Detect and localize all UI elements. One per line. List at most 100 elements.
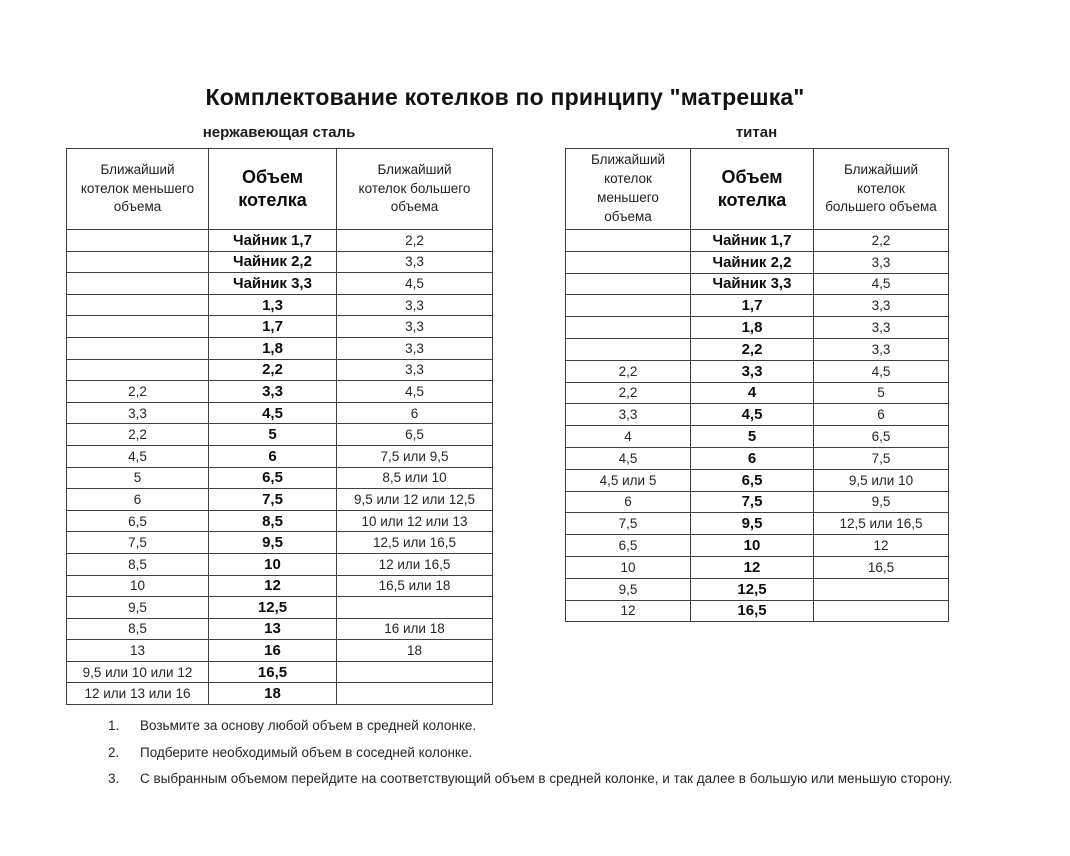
table-cell [565,229,691,252]
table-cell [565,272,691,296]
table-cell: 16 или 18 [336,617,493,641]
titan-table: Ближайший котелок меньшего объема Объем … [565,148,949,623]
table-row: 9,5 или 10 или 12 16,5 [66,660,493,684]
table-row: 7,5 9,5 12,5 или 16,5 [66,531,493,554]
table-cell: 4,5 [813,359,949,383]
table-cell: 9,5 [813,490,949,514]
table-cell [565,294,691,318]
table-cell: 4,5 [66,444,209,468]
header-pot-volume: Объем котелка [690,148,814,230]
table-row: 1,8 3,3 [565,316,949,339]
table-cell: 10 [208,552,337,576]
table-cell: 4,5 [565,446,691,470]
table-row: Чайник 2,2 3,3 [565,250,949,274]
table-cell: 13 [66,639,209,662]
table-row: 9,5 12,5 [66,596,493,619]
table-cell: 6,5 [690,468,814,492]
table-cell: 6,5 [66,509,209,533]
table-cell: 12,5 [690,577,814,601]
table-cell: 5 [66,466,209,490]
table-row: 1,7 3,3 [565,294,949,318]
table-cell: 6 [336,401,493,425]
table-cell: 2,2 [565,359,691,383]
table-cell: 7,5 [565,512,691,536]
table-cell: 12 [208,574,337,598]
table-cell: 4,5 [208,401,337,425]
header-larger-pot: Ближайший котелок большего объема [336,148,493,230]
table-row: 1,3 3,3 [66,293,493,317]
table-cell: 2,2 [336,229,493,252]
table-cell: 1,7 [208,315,337,338]
table-cell: 3,3 [565,403,691,427]
table-cell: Чайник 2,2 [208,250,337,274]
table-cell: 12,5 или 16,5 [336,531,493,554]
header-pot-volume: Объем котелка [208,148,337,230]
table-cell: 12 или 13 или 16 [66,682,209,706]
table-row: 4,5 6 7,5 [565,446,949,470]
table-cell: 6,5 [336,423,493,446]
table-row: 3,3 4,5 6 [66,401,493,425]
table-cell: 8,5 [66,617,209,641]
table-cell: 2,2 [208,358,337,382]
table-row: 10 12 16,5 или 18 [66,574,493,598]
table-cell: 16,5 [813,555,949,579]
table-cell: 3,3 [813,337,949,361]
table-cell [336,596,493,619]
table-cell [565,316,691,339]
steel-table-caption: нержавеющая сталь [202,124,356,141]
table-cell [66,250,209,274]
table-row: 2,2 3,3 [66,358,493,382]
table-header-row: Ближайший котелок меньшего объема Объем … [565,148,949,230]
table-cell [66,358,209,382]
titan-table-body: Чайник 1,7 2,2 Чайник 2,2 3,3 Чайник 3,3 4,5 1… [565,229,949,623]
table-row: 2,2 4 5 [565,381,949,405]
table-cell: 7,5 [813,446,949,470]
table-cell: 8,5 [208,509,337,533]
header-larger-pot: Ближайший котелок большего объема [813,148,949,230]
table-row: 12 16,5 [565,599,949,623]
table-row: 8,5 10 12 или 16,5 [66,552,493,576]
table-row: 1,8 3,3 [66,336,493,360]
table-cell: Чайник 2,2 [690,250,814,274]
table-cell: 4 [565,425,691,448]
table-cell: 12,5 [208,596,337,619]
table-row: 10 12 16,5 [565,555,949,579]
table-cell: 10 [690,534,814,557]
table-cell: 2,2 [813,229,949,252]
table-row: 4,5 6 7,5 или 9,5 [66,444,493,468]
table-cell: 9,5 [66,596,209,619]
table-row: 6,5 10 12 [565,534,949,557]
steel-table-block: нержавеющая сталь Ближайший котелок мень… [66,124,493,706]
table-header-row: Ближайший котелок меньшего объема Объем … [66,148,493,230]
steel-table-body: Чайник 1,7 2,2 Чайник 2,2 3,3 Чайник 3,3 4,5 1… [66,229,493,706]
steel-table: Ближайший котелок меньшего объема Объем … [66,148,493,706]
table-row: 7,5 9,5 12,5 или 16,5 [565,512,949,536]
table-cell: 6 [565,490,691,514]
table-row: 13 16 18 [66,639,493,662]
table-cell [66,293,209,317]
note-item: 2. Подберите необходимый объем в соседне… [108,745,1070,760]
table-cell: 3,3 [690,359,814,383]
table-cell: 6 [208,444,337,468]
table-row: 2,2 3,3 [565,337,949,361]
table-cell: 5 [208,423,337,446]
table-cell: 16,5 или 18 [336,574,493,598]
table-cell: 3,3 [813,250,949,274]
table-cell: 4,5 [690,403,814,427]
table-cell: 9,5 [565,577,691,601]
table-row: 3,3 4,5 6 [565,403,949,427]
table-row: 2,2 5 6,5 [66,423,493,446]
table-cell: 10 [565,555,691,579]
note-number: 2. [108,744,120,760]
table-cell: 4,5 [336,380,493,403]
table-cell: 3,3 [336,336,493,360]
table-cell: 6 [813,403,949,427]
table-cell: 2,2 [690,337,814,361]
table-cell: 9,5 [690,512,814,536]
table-cell: 1,3 [208,293,337,317]
table-row: 6,5 8,5 10 или 12 или 13 [66,509,493,533]
table-row: 5 6,5 8,5 или 10 [66,466,493,490]
table-cell: 10 [66,574,209,598]
table-row: 1,7 3,3 [66,315,493,338]
note-text: Возьмите за основу любой объем в средней… [140,718,477,734]
